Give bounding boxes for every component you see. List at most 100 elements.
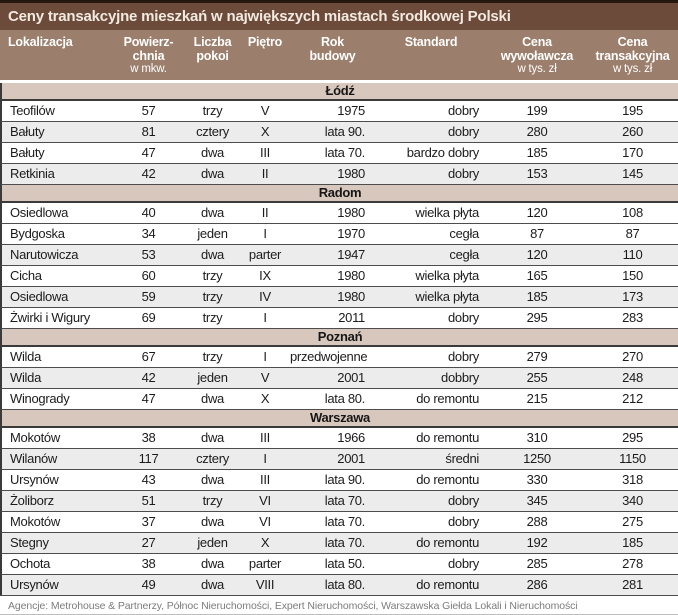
table-row: Osiedlowa 59 trzy IV 1980 wielka płyta 185 173 (0, 286, 678, 307)
cell-cena-wywolawcza: 165 (487, 265, 587, 286)
column-header-row: Lokalizacja Powierz-chnia w mkw. Liczba poko… (0, 30, 678, 83)
table-row: Mokotów 38 dwa III 1966 do remontu 310 295 (0, 428, 678, 448)
cell-standard: dobry (375, 490, 487, 511)
cell-powierzchnia: 60 (112, 265, 185, 286)
cell-cena-wywolawcza: 192 (487, 532, 587, 553)
cell-pietro: III (240, 469, 290, 490)
section-header-row: Radom (0, 184, 678, 203)
cell-standard: do remontu (375, 532, 487, 553)
cell-powierzchnia: 57 (112, 101, 185, 121)
cell-lokalizacja: Narutowicza (0, 244, 112, 265)
column-header-lokalizacja: Lokalizacja (0, 30, 112, 83)
cell-lokalizacja: Osiedlowa (0, 286, 112, 307)
cell-rok-budowy: 1980 (290, 163, 375, 184)
cell-rok-budowy: lata 70. (290, 511, 375, 532)
cell-standard: dobry (375, 307, 487, 328)
cell-pietro: X (240, 388, 290, 409)
cell-cena-transakcyjna: 108 (587, 203, 678, 223)
cell-standard: do remontu (375, 388, 487, 409)
cell-liczba-pokoi: cztery (185, 121, 240, 142)
cell-standard: cegła (375, 223, 487, 244)
cell-pietro: X (240, 532, 290, 553)
column-header-standard: Standard (375, 30, 487, 83)
cell-standard: do remontu (375, 574, 487, 595)
cell-powierzchnia: 47 (112, 142, 185, 163)
cell-cena-wywolawcza: 255 (487, 367, 587, 388)
cell-rok-budowy: lata 70. (290, 532, 375, 553)
cell-pietro: II (240, 203, 290, 223)
cell-lokalizacja: Żwirki i Wigury (0, 307, 112, 328)
section-header-row: Poznań (0, 328, 678, 347)
column-header-powierzchnia: Powierz-chnia w mkw. (112, 30, 185, 83)
cell-cena-wywolawcza: 185 (487, 286, 587, 307)
cell-powierzchnia: 42 (112, 163, 185, 184)
table-row: Żwirki i Wigury 69 trzy I 2011 dobry 295 283 (0, 307, 678, 328)
cell-pietro: V (240, 367, 290, 388)
table-row: Osiedlowa 40 dwa II 1980 wielka płyta 120 108 (0, 203, 678, 223)
source-note: Agencje: Metrohouse & Partnerzy, Północ … (8, 600, 578, 612)
cell-rok-budowy: lata 50. (290, 553, 375, 574)
table-body: Łódź Teofilów 57 trzy V 1975 dobry 199 195 Bałuty… (0, 83, 678, 595)
cell-rok-budowy: lata 80. (290, 574, 375, 595)
cell-liczba-pokoi: dwa (185, 574, 240, 595)
cell-rok-budowy: lata 70. (290, 142, 375, 163)
cell-cena-transakcyjna: 260 (587, 121, 678, 142)
cell-liczba-pokoi: trzy (185, 490, 240, 511)
cell-pietro: VI (240, 490, 290, 511)
cell-pietro: IX (240, 265, 290, 286)
cell-cena-transakcyjna: 87 (587, 223, 678, 244)
cell-liczba-pokoi: trzy (185, 347, 240, 367)
cell-rok-budowy: 1947 (290, 244, 375, 265)
table-row: Ursynów 43 dwa III lata 90. do remontu 330 318 (0, 469, 678, 490)
cell-powierzchnia: 59 (112, 286, 185, 307)
cell-lokalizacja: Cicha (0, 265, 112, 286)
cell-lokalizacja: Retkinia (0, 163, 112, 184)
column-header-label: Cena (522, 35, 552, 49)
cell-rok-budowy: 1970 (290, 223, 375, 244)
cell-pietro: I (240, 223, 290, 244)
table-row: Bałuty 47 dwa III lata 70. bardzo dobry 185 170 (0, 142, 678, 163)
cell-standard: wielka płyta (375, 203, 487, 223)
section-title: Radom (0, 184, 678, 203)
cell-rok-budowy: 1980 (290, 286, 375, 307)
cell-pietro: I (240, 307, 290, 328)
cell-rok-budowy: 2011 (290, 307, 375, 328)
cell-pietro: II (240, 163, 290, 184)
cell-rok-budowy: przedwojenne (290, 347, 375, 367)
cell-cena-wywolawcza: 87 (487, 223, 587, 244)
cell-standard: dobry (375, 511, 487, 532)
cell-cena-wywolawcza: 310 (487, 428, 587, 448)
cell-powierzchnia: 117 (112, 448, 185, 469)
cell-liczba-pokoi: dwa (185, 388, 240, 409)
table-title: Ceny transakcyjne mieszkań w największyc… (0, 3, 678, 30)
cell-liczba-pokoi: jeden (185, 367, 240, 388)
cell-pietro: III (240, 428, 290, 448)
cell-powierzchnia: 69 (112, 307, 185, 328)
cell-rok-budowy: 1980 (290, 265, 375, 286)
cell-powierzchnia: 43 (112, 469, 185, 490)
cell-powierzchnia: 51 (112, 490, 185, 511)
cell-pietro: parter (240, 553, 290, 574)
cell-cena-transakcyjna: 145 (587, 163, 678, 184)
cell-powierzchnia: 49 (112, 574, 185, 595)
column-header-label: pokoi (196, 49, 229, 63)
cell-cena-wywolawcza: 295 (487, 307, 587, 328)
cell-cena-transakcyjna: 248 (587, 367, 678, 388)
cell-cena-wywolawcza: 280 (487, 121, 587, 142)
cell-cena-wywolawcza: 215 (487, 388, 587, 409)
column-header-liczba-pokoi: Liczba pokoi (185, 30, 240, 83)
cell-standard: bardzo dobry (375, 142, 487, 163)
cell-powierzchnia: 47 (112, 388, 185, 409)
cell-liczba-pokoi: trzy (185, 101, 240, 121)
cell-cena-wywolawcza: 279 (487, 347, 587, 367)
table-row: Wilda 42 jeden V 2001 dobbry 255 248 (0, 367, 678, 388)
cell-powierzchnia: 38 (112, 428, 185, 448)
table-row: Teofilów 57 trzy V 1975 dobry 199 195 (0, 101, 678, 121)
cell-cena-wywolawcza: 185 (487, 142, 587, 163)
cell-cena-transakcyjna: 150 (587, 265, 678, 286)
cell-cena-transakcyjna: 212 (587, 388, 678, 409)
cell-powierzchnia: 81 (112, 121, 185, 142)
cell-lokalizacja: Ursynów (0, 574, 112, 595)
column-header-label: budowy (309, 49, 356, 63)
